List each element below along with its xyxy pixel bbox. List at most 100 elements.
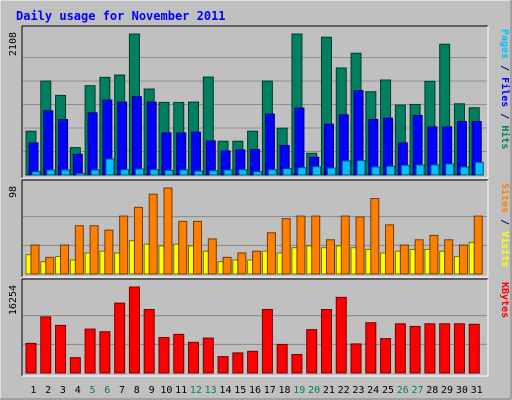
bar-pages-day-30 xyxy=(459,166,469,176)
bar-pages-day-9 xyxy=(149,169,159,176)
x-tick-label: 30 xyxy=(456,385,468,396)
legend-entry: KBytes xyxy=(499,282,510,318)
bar-pages-day-26 xyxy=(400,164,410,176)
bar-sites-day-5 xyxy=(89,225,99,275)
series-visits xyxy=(25,240,478,275)
bar-sites-day-12 xyxy=(193,220,203,275)
bar-kbytes-day-21 xyxy=(320,309,332,374)
x-tick-label: 3 xyxy=(60,385,66,396)
x-tick-label: 11 xyxy=(175,385,187,396)
bar-pages-day-22 xyxy=(341,160,351,176)
x-tick-label: 23 xyxy=(352,385,364,396)
bar-files-day-21 xyxy=(323,123,334,176)
bar-pages-day-14 xyxy=(223,169,233,176)
x-tick-label: 1 xyxy=(30,385,36,396)
bar-sites-day-29 xyxy=(444,239,454,275)
bar-kbytes-day-17 xyxy=(261,309,273,374)
x-tick-label: 24 xyxy=(367,385,379,396)
bar-sites-day-11 xyxy=(178,220,188,275)
series-pages xyxy=(31,158,484,176)
bar-kbytes-day-29 xyxy=(439,323,451,374)
legend-entry: / xyxy=(499,59,510,77)
chart-title: Daily usage for November 2011 xyxy=(16,9,226,23)
bar-kbytes-day-14 xyxy=(217,356,229,374)
bar-sites-day-18 xyxy=(281,218,291,275)
bar-kbytes-day-3 xyxy=(55,324,67,374)
bar-sites-day-26 xyxy=(399,244,409,275)
legend-entry: / xyxy=(499,107,510,125)
bar-files-day-11 xyxy=(176,132,187,176)
bar-sites-day-6 xyxy=(104,229,114,275)
bar-files-day-12 xyxy=(191,131,202,176)
bar-pages-day-8 xyxy=(134,168,144,176)
bar-files-day-4 xyxy=(72,153,83,176)
bar-kbytes-day-20 xyxy=(306,329,318,374)
legend-entry: Files xyxy=(499,77,511,107)
bar-pages-day-13 xyxy=(208,170,218,176)
bar-sites-day-31 xyxy=(473,215,483,275)
bar-kbytes-day-6 xyxy=(99,331,111,374)
x-tick-label: 14 xyxy=(219,385,231,396)
series-kbytes xyxy=(25,286,480,374)
x-tick-label: 21 xyxy=(323,385,335,396)
bar-pages-day-18 xyxy=(282,168,292,176)
x-tick-label: 4 xyxy=(75,385,81,396)
bar-sites-day-3 xyxy=(60,244,70,275)
bar-kbytes-day-12 xyxy=(188,341,200,374)
bar-sites-day-27 xyxy=(414,239,424,275)
bar-kbytes-day-18 xyxy=(276,343,288,374)
bar-pages-day-11 xyxy=(179,169,189,176)
x-tick-label: 17 xyxy=(264,385,276,396)
bar-pages-day-16 xyxy=(253,171,263,176)
panel-kbytes: 16254 KBytes xyxy=(8,278,510,377)
x-tick-label: 29 xyxy=(441,385,453,396)
bar-kbytes-day-15 xyxy=(232,352,244,374)
chart-panels: 2108 Pages / Files / Hits 98 Sites / Visits… xyxy=(8,25,511,377)
y-max-label: 98 xyxy=(8,186,19,198)
panel-visits-sites: 98 Sites / Visits xyxy=(8,179,511,278)
y-max-label: 16254 xyxy=(8,285,19,315)
bar-kbytes-day-11 xyxy=(173,333,185,374)
bar-kbytes-day-19 xyxy=(291,353,303,374)
x-tick-label: 8 xyxy=(134,385,140,396)
bar-pages-day-4 xyxy=(75,172,85,176)
x-tick-label: 20 xyxy=(308,385,320,396)
legend-entry: Hits xyxy=(499,125,511,149)
bar-sites-day-30 xyxy=(458,244,468,275)
bar-pages-day-29 xyxy=(445,163,455,176)
bar-kbytes-day-1 xyxy=(25,342,37,374)
bar-pages-day-23 xyxy=(356,160,366,176)
bar-pages-day-2 xyxy=(46,169,56,176)
bar-kbytes-day-28 xyxy=(424,323,436,374)
bar-kbytes-day-5 xyxy=(84,328,96,374)
x-axis-day-labels: 1 2 3 4 5 6 7 8 9 10 11 12 13 14 15 16 17 18 19 20 21 22 23 24 2… xyxy=(30,385,482,396)
bar-sites-day-13 xyxy=(207,238,217,275)
bar-files-day-5 xyxy=(87,112,98,176)
bar-sites-day-1 xyxy=(30,244,40,275)
bar-kbytes-day-22 xyxy=(335,296,347,374)
x-tick-label: 12 xyxy=(190,385,202,396)
x-tick-label: 2 xyxy=(45,385,51,396)
bar-kbytes-day-25 xyxy=(380,338,392,374)
side-legend: Sites / Visits xyxy=(499,183,511,267)
bar-sites-day-16 xyxy=(252,250,262,275)
bar-pages-day-12 xyxy=(194,170,204,176)
x-tick-label: 7 xyxy=(119,385,125,396)
x-tick-label: 10 xyxy=(160,385,172,396)
bar-sites-day-2 xyxy=(45,256,55,275)
bar-kbytes-day-30 xyxy=(453,323,465,374)
bar-kbytes-day-2 xyxy=(40,316,52,374)
bar-pages-day-15 xyxy=(238,169,248,176)
bar-pages-day-5 xyxy=(90,169,100,176)
bar-pages-day-17 xyxy=(267,169,277,176)
series-sites xyxy=(30,187,483,275)
bar-files-day-10 xyxy=(161,132,172,176)
bar-files-day-13 xyxy=(205,140,216,176)
bar-sites-day-9 xyxy=(148,193,158,275)
bar-pages-day-19 xyxy=(297,167,307,176)
bar-pages-day-20 xyxy=(312,166,322,176)
bar-pages-day-24 xyxy=(371,166,381,176)
side-legend: KBytes xyxy=(499,282,510,318)
x-tick-label: 18 xyxy=(279,385,291,396)
x-tick-label: 26 xyxy=(397,385,409,396)
